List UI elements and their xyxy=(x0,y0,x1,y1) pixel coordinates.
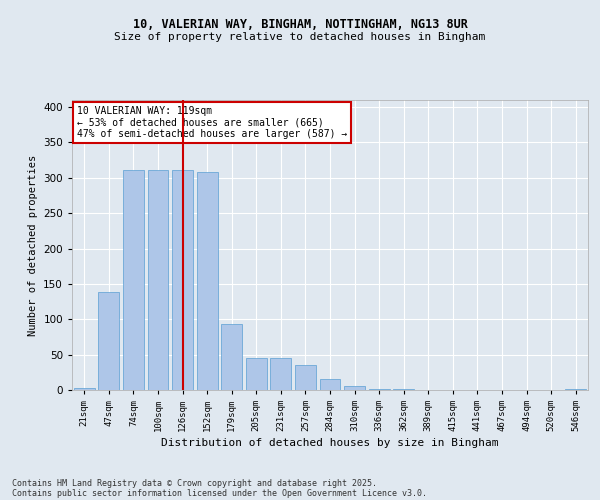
Bar xyxy=(148,170,169,390)
Text: 10 VALERIAN WAY: 119sqm
← 53% of detached houses are smaller (665)
47% of semi-d: 10 VALERIAN WAY: 119sqm ← 53% of detache… xyxy=(77,106,347,139)
Bar xyxy=(271,358,292,390)
Bar xyxy=(172,170,193,390)
Bar xyxy=(197,172,218,390)
Bar xyxy=(344,386,365,390)
Text: Contains HM Land Registry data © Crown copyright and database right 2025.: Contains HM Land Registry data © Crown c… xyxy=(12,478,377,488)
Bar xyxy=(246,358,267,390)
Bar xyxy=(74,388,95,390)
Text: Size of property relative to detached houses in Bingham: Size of property relative to detached ho… xyxy=(115,32,485,42)
Bar xyxy=(320,380,340,390)
Text: 10, VALERIAN WAY, BINGHAM, NOTTINGHAM, NG13 8UR: 10, VALERIAN WAY, BINGHAM, NOTTINGHAM, N… xyxy=(133,18,467,30)
Bar xyxy=(221,324,242,390)
Y-axis label: Number of detached properties: Number of detached properties xyxy=(28,154,38,336)
Bar xyxy=(565,388,586,390)
Text: Contains public sector information licensed under the Open Government Licence v3: Contains public sector information licen… xyxy=(12,488,427,498)
X-axis label: Distribution of detached houses by size in Bingham: Distribution of detached houses by size … xyxy=(161,438,499,448)
Bar xyxy=(295,365,316,390)
Bar xyxy=(98,292,119,390)
Bar xyxy=(123,170,144,390)
